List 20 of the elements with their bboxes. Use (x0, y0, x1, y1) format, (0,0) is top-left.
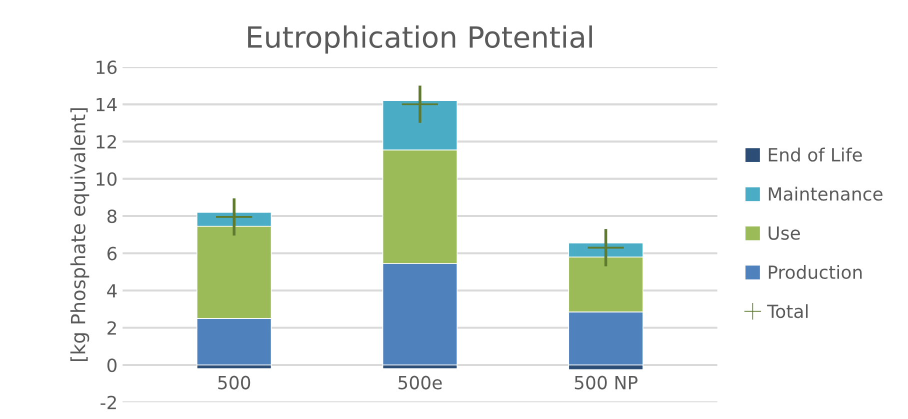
y-tick-label: 12 (96, 134, 116, 148)
y-tick-label: 14 (96, 98, 117, 112)
chart-title: Eutrophication Potential (248, 25, 592, 54)
legend-label: Total (767, 304, 808, 318)
y-tick-label: 0 (107, 358, 117, 372)
x-tick-label: 500 NP (574, 376, 638, 390)
y-tick-label: 6 (107, 246, 117, 260)
y-tick-label: -2 (100, 396, 116, 410)
y-tick-label: 10 (96, 172, 117, 186)
y-tick-label: 16 (96, 60, 117, 74)
legend-label: End of Life (768, 148, 862, 162)
x-tick-label: 500 (218, 376, 250, 390)
y-tick-label: 8 (107, 209, 116, 224)
legend-label: Production (768, 265, 862, 280)
x-tick-label: 500e (398, 376, 442, 390)
y-tick-label: 2 (108, 321, 116, 335)
legend-label: Maintenance (768, 186, 882, 201)
legend-label: Use (768, 226, 800, 240)
y-tick-label: 4 (107, 284, 117, 298)
y-axis-title: [kg Phosphate equivalent] (70, 108, 90, 362)
